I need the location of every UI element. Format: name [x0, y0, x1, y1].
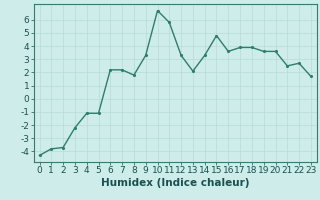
X-axis label: Humidex (Indice chaleur): Humidex (Indice chaleur): [101, 178, 250, 188]
